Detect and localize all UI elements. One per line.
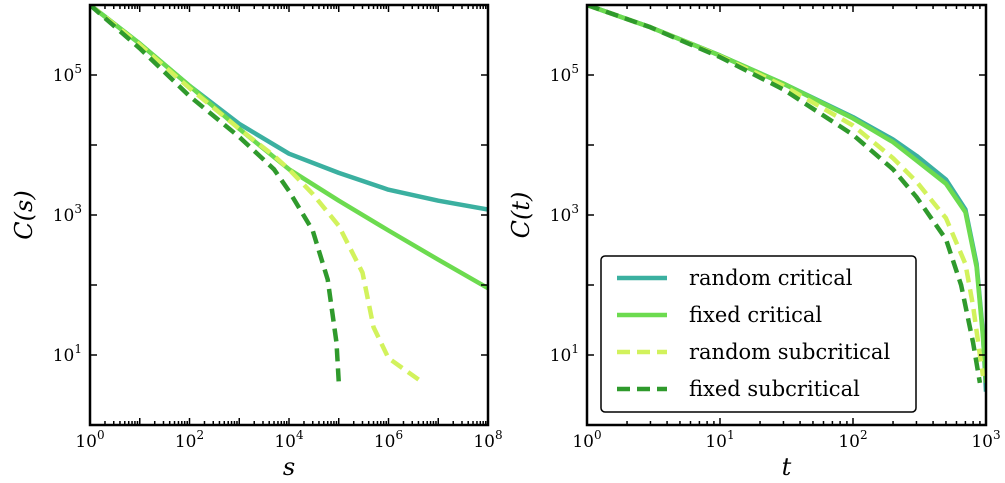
x-tick-label: 106 xyxy=(374,428,403,452)
x-axis-label: t xyxy=(782,453,792,481)
series-line-fixed-critical xyxy=(90,5,488,291)
y-tick-label: 105 xyxy=(53,62,82,86)
x-tick-label: 104 xyxy=(274,428,304,452)
y-tick-label: 103 xyxy=(550,202,579,226)
y-axis-label: C(t) xyxy=(507,192,535,239)
legend-label: random critical xyxy=(689,266,853,290)
x-tick-label: 103 xyxy=(971,428,1000,452)
y-tick-label: 103 xyxy=(53,202,82,226)
y-axis-label: C(s) xyxy=(10,190,38,239)
right-panel: 100 101 102 103 101 103 105 t C(t) random critica… xyxy=(507,3,1001,481)
series-line-random-critical xyxy=(90,5,488,212)
series-line-fixed-subcritical xyxy=(90,5,342,384)
y-tick-label: 101 xyxy=(550,342,579,366)
legend: random critical fixed critical random subc… xyxy=(600,255,917,413)
legend-label: random subcritical xyxy=(689,340,890,364)
legend-box xyxy=(600,255,917,413)
y-axis: 101 103 105 xyxy=(53,4,488,426)
y-axis: 101 103 105 xyxy=(550,4,986,426)
plot-area xyxy=(587,5,986,392)
x-tick-label: 101 xyxy=(705,428,734,452)
x-tick-label: 102 xyxy=(838,428,867,452)
axes-frame xyxy=(88,3,490,427)
x-axis-label: s xyxy=(283,453,295,481)
y-tick-label: 105 xyxy=(550,62,579,86)
legend-label: fixed subcritical xyxy=(689,377,860,401)
legend-label: fixed critical xyxy=(689,303,822,327)
x-tick-label: 100 xyxy=(572,428,601,452)
series-line-random-subcritical xyxy=(90,5,425,385)
y-tick-label: 101 xyxy=(53,342,82,366)
left-panel: 100 102 104 106 108 101 103 105 s C(s) xyxy=(10,3,503,481)
x-axis: 100 102 104 106 108 xyxy=(75,5,503,452)
x-tick-label: 102 xyxy=(175,428,204,452)
x-axis: 100 101 102 103 xyxy=(572,5,1001,452)
x-tick-label: 108 xyxy=(473,428,502,452)
x-tick-label: 100 xyxy=(75,428,104,452)
plot-area xyxy=(90,5,488,385)
series-line-fixed-subcritical xyxy=(587,5,983,384)
